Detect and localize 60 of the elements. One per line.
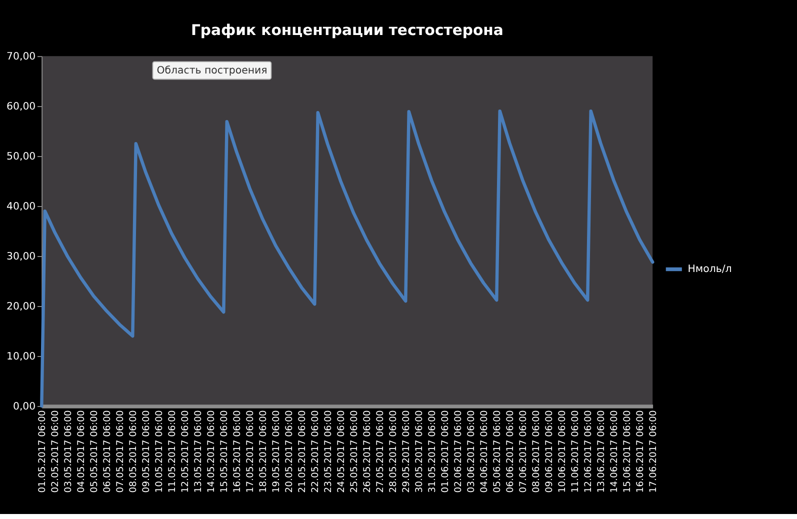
x-tick-label: 27.05.2017 06:00 [374,410,386,493]
x-tick-label: 08.05.2017 06:00 [128,410,139,493]
x-tick-label: 07.05.2017 06:00 [114,410,126,493]
x-tick-label: 11.05.2017 06:00 [166,410,178,493]
x-tick-label: 01.05.2017 06:00 [36,410,48,493]
x-tick-label: 12.05.2017 06:00 [180,410,191,493]
x-tick-label: 25.05.2017 06:00 [348,410,360,493]
x-tick-label: 29.05.2017 06:00 [400,410,412,493]
x-tick-label: 06.05.2017 06:00 [102,410,113,493]
x-tick-label: 21.05.2017 06:00 [296,410,308,493]
x-tick-label: 14.06.2017 06:00 [608,410,620,493]
x-tick-label: 02.05.2017 06:00 [50,410,61,493]
y-tick-label: 30,00 [6,251,36,262]
y-tick-label: 0,00 [12,401,36,412]
x-tick-label: 04.05.2017 06:00 [76,410,87,493]
x-tick-label: 03.06.2017 06:00 [466,410,477,493]
y-tick-label: 50,00 [6,151,36,162]
x-tick-label: 05.05.2017 06:00 [88,410,100,493]
x-tick-label: 23.05.2017 06:00 [322,410,334,493]
line-series [40,109,654,408]
chart-title: График концентрации тестостерона [190,22,504,39]
x-tick-label: 04.06.2017 06:00 [478,410,490,493]
x-tick-label: 01.06.2017 06:00 [440,410,451,493]
x-tick-label: 17.05.2017 06:00 [244,410,256,493]
y-tick-label: 60,00 [6,101,36,112]
legend-label: Нмоль/л [688,264,732,276]
x-tick-label: 15.06.2017 06:00 [622,410,633,493]
x-tick-label: 20.05.2017 06:00 [284,410,295,493]
x-tick-label: 26.05.2017 06:00 [362,410,373,493]
x-tick-label: 13.05.2017 06:00 [192,410,204,493]
x-tick-label: 09.05.2017 06:00 [140,410,152,493]
x-tick-label: 15.05.2017 06:00 [218,410,230,493]
x-tick-label: 30.05.2017 06:00 [414,410,425,493]
x-tick-label: 14.05.2017 06:00 [206,410,217,493]
x-tick-label: 11.06.2017 06:00 [570,410,581,493]
x-tick-label: 03.05.2017 06:00 [62,410,74,493]
y-tick-label: 40,00 [6,201,36,212]
x-tick-label: 06.06.2017 06:00 [504,410,516,493]
x-tick-label: 09.06.2017 06:00 [544,410,555,493]
annotation: Область построения [156,66,268,77]
y-tick-label: 10,00 [6,351,36,362]
y-tick-label: 20,00 [6,301,36,312]
x-tick-label: 07.06.2017 06:00 [518,410,529,493]
x-tick-label: 05.06.2017 06:00 [492,410,503,493]
x-tick-label: 10.06.2017 06:00 [556,410,568,493]
x-tick-label: 16.06.2017 06:00 [634,410,646,493]
x-tick-label: 10.05.2017 06:00 [154,410,165,493]
x-tick-label: 02.06.2017 06:00 [452,410,464,493]
x-tick-label: 24.05.2017 06:00 [336,410,347,493]
x-tick-label: 08.06.2017 06:00 [530,410,542,493]
x-tick-label: 17.06.2017 06:00 [648,410,659,493]
x-tick-label: 18.05.2017 06:00 [258,410,269,493]
x-tick-label: 31.05.2017 06:00 [426,410,438,493]
y-tick-label: 70,00 [6,51,36,62]
x-tick-label: 13.06.2017 06:00 [596,410,607,493]
x-tick-label: 28.05.2017 06:00 [388,410,399,493]
x-tick-label: 16.05.2017 06:00 [232,410,243,493]
x-tick-label: 22.05.2017 06:00 [310,410,321,493]
x-tick-label: 12.06.2017 06:00 [582,410,594,493]
x-tick-label: 19.05.2017 06:00 [270,410,282,493]
